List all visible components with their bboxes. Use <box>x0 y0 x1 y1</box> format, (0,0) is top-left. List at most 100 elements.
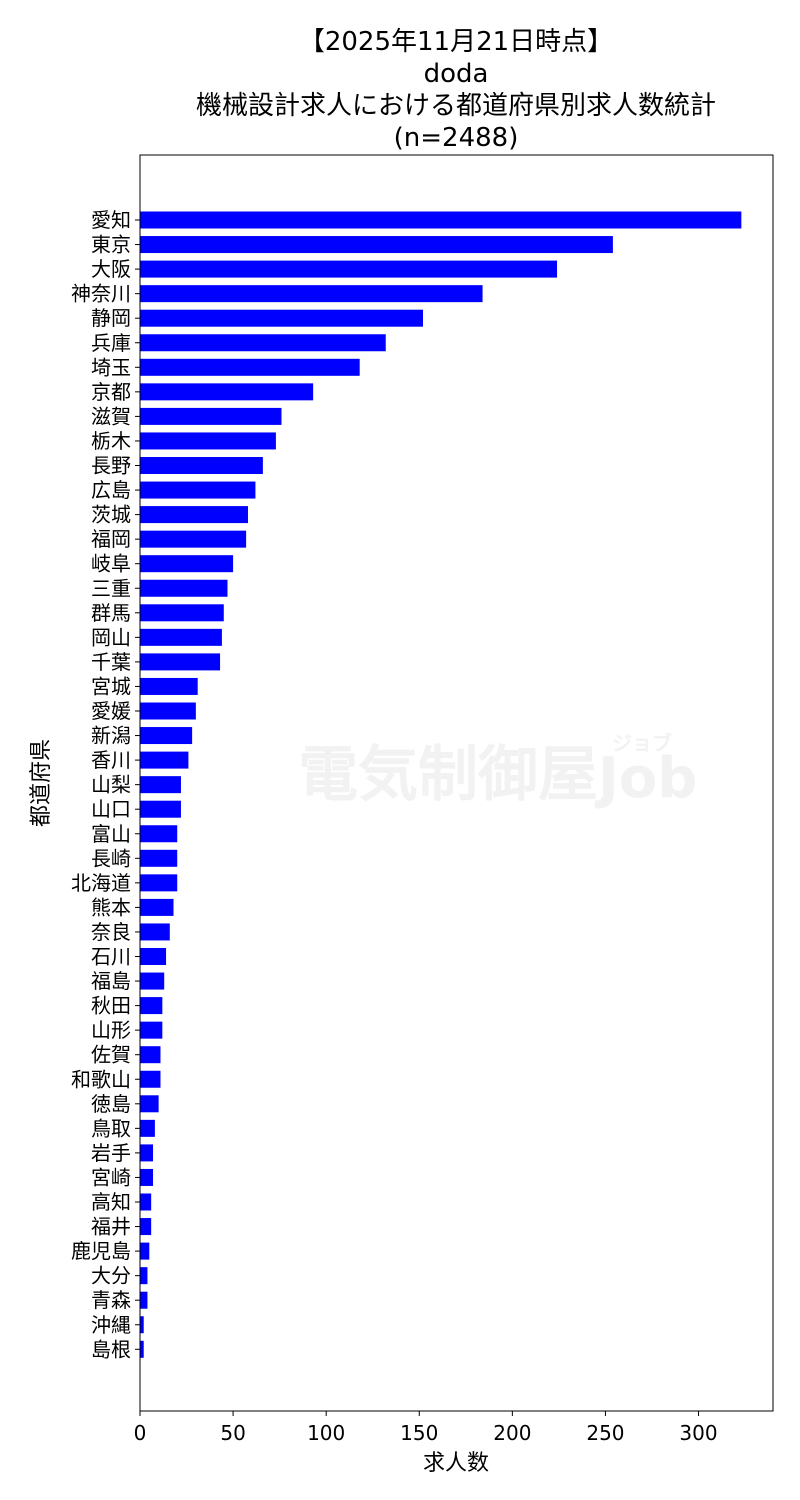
chart-title-line-4: (n=2488) <box>394 123 519 153</box>
bar-京都 <box>140 383 314 401</box>
bar-大分 <box>140 1267 148 1285</box>
bar-栃木 <box>140 432 276 450</box>
y-tick-label: 兵庫 <box>91 331 131 355</box>
y-tick-label: 福井 <box>91 1215 131 1239</box>
x-tick-label: 300 <box>679 1421 717 1445</box>
bar-広島 <box>140 481 256 499</box>
y-tick-label: 香川 <box>91 748 131 772</box>
x-tick-label: 100 <box>307 1421 345 1445</box>
bar-奈良 <box>140 923 170 941</box>
bar-山形 <box>140 1021 163 1039</box>
y-tick-label: 福島 <box>91 969 131 993</box>
bar-新潟 <box>140 727 193 745</box>
y-tick-label: 静岡 <box>91 306 131 330</box>
y-tick-label: 高知 <box>91 1190 131 1214</box>
y-tick-label: 岐阜 <box>91 552 131 576</box>
x-tick-label: 0 <box>134 1421 147 1445</box>
watermark-job: Job <box>594 746 697 811</box>
bar-福島 <box>140 972 165 990</box>
y-tick-label: 大分 <box>91 1264 131 1288</box>
bar-滋賀 <box>140 407 282 425</box>
bar-岩手 <box>140 1144 154 1162</box>
y-tick-label: 大阪 <box>91 257 131 281</box>
y-tick-label: 新潟 <box>91 724 131 748</box>
bar-青森 <box>140 1291 148 1309</box>
y-axis-label: 都道府県 <box>29 739 54 827</box>
x-tick-label: 150 <box>400 1421 438 1445</box>
plot-frame <box>139 154 774 1412</box>
bar-佐賀 <box>140 1046 161 1064</box>
y-tick-label: 広島 <box>91 478 131 502</box>
chart-title-line-3: 機械設計求人における都道府県別求人数統計 <box>196 91 716 121</box>
bar-愛知 <box>140 211 742 229</box>
y-tick-label: 秋田 <box>91 994 131 1018</box>
y-tick-label: 山梨 <box>91 773 131 797</box>
y-tick-label: 千葉 <box>91 650 131 674</box>
x-tick-group: 0 50 100 150 200 250 300 <box>134 1411 718 1445</box>
bar-富山 <box>140 825 178 843</box>
y-tick-label: 岩手 <box>91 1141 131 1165</box>
y-tick-label: 長野 <box>91 454 131 478</box>
bar-三重 <box>140 579 228 597</box>
bar-和歌山 <box>140 1070 161 1088</box>
y-tick-label: 徳島 <box>91 1092 131 1116</box>
x-tick-label: 50 <box>220 1421 245 1445</box>
bar-群馬 <box>140 604 224 622</box>
bar-神奈川 <box>140 285 483 303</box>
bar-福井 <box>140 1218 152 1236</box>
y-tick-label: 青森 <box>91 1288 131 1312</box>
y-tick-label: 鹿児島 <box>71 1239 131 1263</box>
bar-石川 <box>140 948 167 965</box>
bar-宮崎 <box>140 1168 154 1186</box>
chart-title-line-2: doda <box>424 59 489 89</box>
y-tick-label: 埼玉 <box>91 355 131 379</box>
y-tick-label: 東京 <box>91 233 131 257</box>
bar-香川 <box>140 751 189 769</box>
x-tick-label: 250 <box>586 1421 624 1445</box>
bar-秋田 <box>140 997 163 1015</box>
y-tick-label: 群馬 <box>91 601 131 625</box>
y-tick-label: 愛知 <box>91 208 131 232</box>
bar-岐阜 <box>140 555 234 573</box>
watermark-kana: ジョブ <box>612 731 672 755</box>
y-tick-label: 福岡 <box>91 527 131 551</box>
bar-大阪 <box>140 260 558 278</box>
y-tick-label: 沖縄 <box>91 1313 131 1337</box>
bar-徳島 <box>140 1095 159 1113</box>
bar-高知 <box>140 1193 152 1211</box>
bar-鹿児島 <box>140 1242 150 1260</box>
y-tick-label: 宮城 <box>91 674 131 698</box>
bar-鳥取 <box>140 1119 155 1137</box>
y-tick-label: 富山 <box>91 822 131 846</box>
y-tick-label: 神奈川 <box>71 282 131 306</box>
y-tick-label: 栃木 <box>91 429 131 453</box>
watermark-main: 電気制御屋 <box>298 740 598 810</box>
y-tick-label: 三重 <box>91 576 131 600</box>
bar-北海道 <box>140 874 178 892</box>
bar-宮城 <box>140 677 198 695</box>
bars-group <box>140 211 742 1358</box>
y-tick-label: 茨城 <box>91 503 131 527</box>
x-axis-label: 求人数 <box>423 1451 489 1476</box>
bar-兵庫 <box>140 334 386 352</box>
y-tick-label: 石川 <box>91 945 131 969</box>
bar-福岡 <box>140 530 247 548</box>
bar-東京 <box>140 236 613 254</box>
bar-静岡 <box>140 309 423 327</box>
y-tick-label: 北海道 <box>71 871 131 895</box>
bar-長崎 <box>140 849 178 867</box>
bar-埼玉 <box>140 358 360 376</box>
bar-千葉 <box>140 653 221 671</box>
y-tick-label: 宮崎 <box>91 1165 131 1189</box>
y-tick-label: 島根 <box>91 1337 131 1361</box>
y-tick-label: 鳥取 <box>91 1116 131 1140</box>
watermark-logo: 電気制御屋 Job ジョブ <box>298 731 697 811</box>
y-tick-label: 京都 <box>91 380 131 404</box>
chart-title-line-1: 【2025年11月21日時点】 <box>299 27 613 57</box>
bar-山梨 <box>140 776 181 794</box>
y-tick-label: 山形 <box>91 1018 131 1042</box>
y-tick-label: 奈良 <box>91 920 131 944</box>
bar-茨城 <box>140 506 248 524</box>
bar-長野 <box>140 457 263 474</box>
